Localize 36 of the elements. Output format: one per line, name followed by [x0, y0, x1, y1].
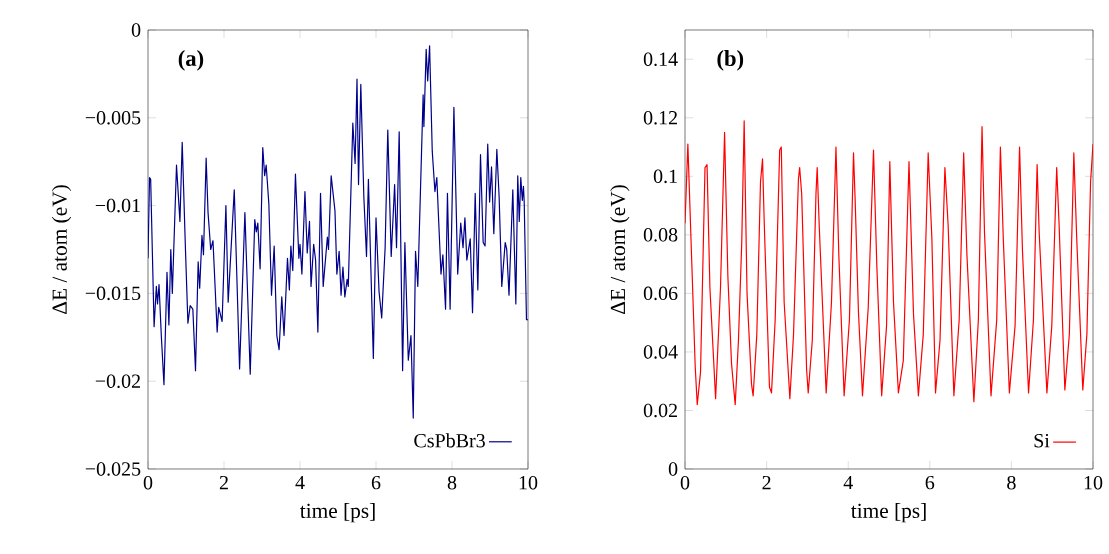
- annotation: (a): [178, 50, 204, 71]
- y-tick-label: 0.14: [643, 52, 678, 67]
- x-tick-label: 10: [1084, 475, 1103, 490]
- x-tick-label: 0: [680, 475, 690, 490]
- x-tick-label: 4: [295, 475, 305, 490]
- y-tick-label: −0.01: [95, 198, 140, 213]
- y-tick-label: −0.02: [95, 374, 140, 388]
- y-tick-label: −0.005: [85, 111, 141, 125]
- annotation: (b): [717, 50, 744, 71]
- y-tick-label: −0.025: [85, 462, 141, 476]
- y-tick-label: 0: [668, 462, 678, 476]
- y-tick-label: −0.015: [85, 286, 141, 301]
- x-axis-title: time [ps]: [300, 503, 375, 523]
- x-tick-label: 6: [925, 475, 935, 490]
- y-tick-label: 0.1: [653, 169, 677, 184]
- line-series: [148, 45, 529, 419]
- y-tick-label: 0.08: [643, 228, 678, 242]
- x-tick-label: 0: [143, 475, 153, 490]
- x-tick-label: 8: [447, 475, 457, 490]
- y-tick-label: 0.12: [643, 111, 677, 125]
- line-series: [685, 120, 1094, 406]
- y-tick-label: 0.06: [643, 286, 678, 301]
- x-tick-label: 10: [519, 475, 538, 490]
- x-tick-label: 2: [219, 475, 228, 490]
- y-axis-title: ΔE / atom (eV): [610, 185, 630, 314]
- legend-label: Si: [1034, 433, 1050, 448]
- x-tick-label: 8: [1007, 475, 1016, 490]
- x-axis-title: time [ps]: [851, 503, 926, 523]
- y-tick-label: 0: [131, 23, 141, 37]
- y-tick-label: 0.04: [643, 345, 678, 359]
- legend-label: CsPbBr3: [414, 433, 485, 448]
- x-tick-label: 6: [371, 475, 381, 490]
- x-tick-label: 2: [762, 475, 771, 490]
- y-axis-title: ΔE / atom (eV): [51, 185, 72, 314]
- y-tick-label: 0.02: [643, 403, 677, 418]
- x-tick-label: 4: [843, 475, 853, 490]
